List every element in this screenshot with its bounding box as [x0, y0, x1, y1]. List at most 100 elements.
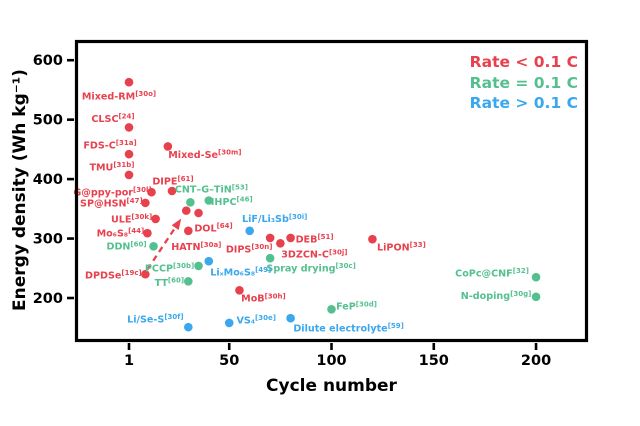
point-label-ref: [32] — [513, 267, 529, 275]
data-point — [531, 272, 541, 282]
y-tick-label: 300 — [33, 232, 63, 248]
data-point — [141, 269, 150, 279]
data-point — [286, 233, 295, 243]
point-label-ref: [30i] — [289, 213, 308, 221]
data-point — [265, 253, 275, 263]
y-axis-title: Energy density (Wh kg⁻¹) — [10, 69, 30, 311]
point-label-ref: [30g] — [510, 290, 531, 298]
y-tick-label: 600 — [33, 53, 63, 69]
point-label-ref: [31b] — [113, 161, 134, 169]
point-label-ref: [24] — [118, 112, 134, 120]
data-point — [124, 149, 134, 159]
point-label-ref: [51] — [317, 233, 333, 241]
point-label: Mixed-RM[30o] — [82, 90, 156, 102]
data-point — [181, 206, 191, 215]
data-point — [276, 239, 285, 248]
data-point — [124, 77, 134, 87]
point-label-ref: [19c] — [121, 269, 141, 277]
point-label: Mixed-Se[30m] — [168, 148, 241, 160]
data-point — [124, 170, 134, 180]
point-label-ref: [53] — [232, 183, 248, 191]
legend-item-rate-eq: Rate = 0.1 C — [469, 73, 578, 92]
data-point — [184, 277, 193, 286]
data-point — [147, 187, 156, 197]
point-label-ref: [33] — [410, 241, 426, 249]
point-label-ref: [31a] — [116, 139, 137, 147]
data-point — [194, 261, 203, 271]
point-label-ref: [44] — [128, 227, 144, 235]
data-point — [194, 208, 203, 218]
data-point — [167, 186, 177, 196]
point-label: SP@HSN[47] — [80, 197, 143, 209]
data-point — [163, 142, 173, 151]
point-label: DOL[64] — [194, 222, 232, 234]
data-point — [245, 226, 254, 236]
data-point — [327, 305, 336, 314]
point-label-ref: [30j] — [329, 248, 348, 256]
x-axis-title: Cycle number — [266, 376, 397, 396]
point-label-ref: [30l] — [133, 186, 152, 194]
point-label-ref: [46] — [237, 196, 253, 204]
point-label: LiPON[33] — [377, 241, 426, 253]
legend: Rate < 0.1 C Rate = 0.1 C Rate > 0.1 C — [470, 52, 578, 114]
data-point — [151, 214, 160, 224]
data-point — [143, 228, 152, 238]
point-label: G@ppy-por[30l] — [73, 186, 151, 198]
point-label: FDS-C[31a] — [83, 139, 136, 151]
trend-arrow-head — [171, 218, 182, 230]
point-label: TT[60] — [155, 276, 184, 288]
point-label-ref: [30o] — [135, 90, 156, 98]
y-tick-label: 400 — [33, 172, 63, 188]
x-tick-label: 100 — [316, 353, 346, 369]
data-point — [368, 234, 377, 244]
legend-item-rate-lt: Rate < 0.1 C — [469, 53, 578, 71]
point-label: DDN[60] — [106, 240, 146, 252]
point-label-ref: [30n] — [251, 243, 272, 251]
data-point — [235, 285, 244, 295]
point-label: CLSC[24] — [91, 112, 134, 124]
point-label-ref: [30b] — [173, 262, 194, 270]
point-label: IHPC[46] — [211, 196, 253, 208]
point-label-ref: [30d] — [356, 300, 377, 308]
point-label-ref: [64] — [217, 222, 233, 230]
data-point — [149, 241, 158, 251]
point-label-ref: [61] — [177, 175, 193, 183]
data-point — [224, 318, 234, 328]
point-label: PCCP[30b] — [145, 262, 194, 274]
trend-arrow-line — [146, 225, 178, 271]
point-label: Dilute electrolyte[59] — [293, 322, 403, 334]
point-label: DPDSe[19c] — [85, 269, 142, 281]
point-label-ref: [60] — [130, 240, 146, 248]
point-label-ref: [30f] — [164, 313, 183, 321]
data-point — [186, 197, 195, 207]
point-label: VS₄[30e] — [237, 314, 276, 326]
point-label: LiₓMo₆S₈[49] — [210, 266, 271, 278]
point-label: DEB[51] — [296, 233, 334, 245]
data-point — [141, 198, 150, 208]
point-label: Mo₆S₈[44] — [97, 227, 145, 239]
y-tick-label: 200 — [33, 291, 63, 307]
point-label: LiF/Li₃Sb[30i] — [242, 213, 307, 225]
y-tick-label: 500 — [33, 113, 63, 129]
point-label-ref: [49] — [255, 266, 271, 274]
data-point — [184, 322, 193, 332]
point-label-ref: [30m] — [218, 148, 241, 156]
data-point — [204, 196, 214, 205]
point-label: N-doping[30g] — [461, 290, 531, 302]
legend-item-rate-gt: Rate > 0.1 C — [469, 94, 578, 112]
data-point — [531, 292, 541, 302]
data-point — [184, 226, 193, 236]
point-label: FeP[30d] — [336, 300, 377, 312]
point-label-ref: [47] — [127, 197, 143, 205]
point-label-ref: [30a] — [201, 241, 222, 249]
data-point — [265, 233, 275, 243]
point-label: CoPc@CNF[32] — [455, 267, 529, 279]
data-point — [204, 256, 214, 266]
point-label-ref: [30e] — [255, 314, 276, 322]
point-label: Li/Se-S[30f] — [127, 313, 183, 325]
point-label-ref: [30h] — [265, 292, 286, 300]
x-tick-label: 1 — [124, 353, 134, 369]
point-label-ref: [30k] — [131, 213, 152, 221]
